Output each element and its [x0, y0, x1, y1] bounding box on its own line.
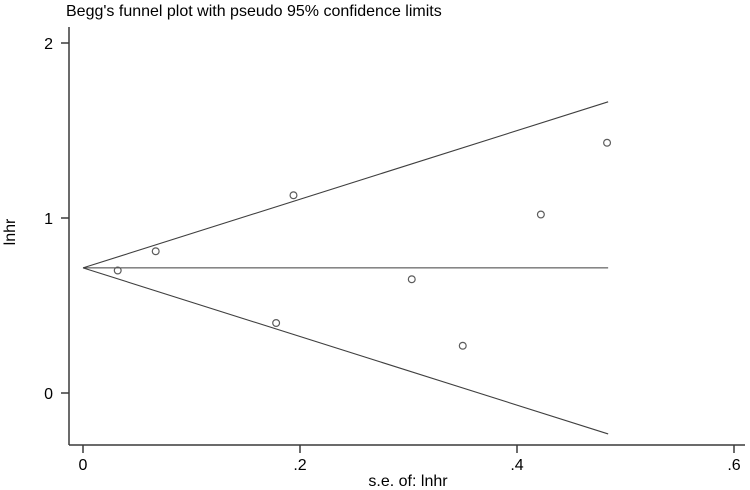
y-tick-label: 2 [44, 36, 53, 53]
chart-title: Begg's funnel plot with pseudo 95% confi… [66, 3, 442, 20]
funnel-upper-ci-line [82, 101, 609, 269]
x-tick-label: 0 [79, 457, 88, 474]
x-axis-label: s.e. of: lnhr [368, 473, 448, 490]
y-tick-label: 0 [44, 386, 53, 403]
data-point-marker [407, 275, 416, 284]
funnel-lower-ci-line [82, 267, 609, 435]
data-point-marker [272, 319, 281, 328]
data-point-marker [536, 210, 545, 219]
data-point-marker [603, 138, 612, 147]
x-tick-label: .2 [293, 457, 306, 474]
data-point-marker [151, 247, 160, 256]
data-point-marker [458, 341, 467, 350]
y-tick-label: 1 [44, 211, 53, 228]
data-point-marker [113, 266, 122, 275]
x-tick-label: .6 [727, 457, 740, 474]
x-tick-label: .4 [510, 457, 523, 474]
data-point-marker [289, 191, 298, 200]
